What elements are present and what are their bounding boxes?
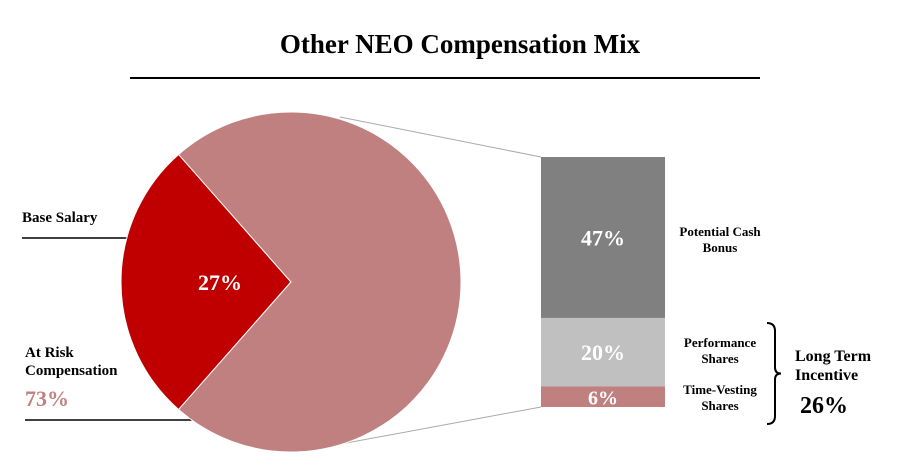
slice-label: At Risk Compensation <box>25 345 118 379</box>
bracket-label: Long Term Incentive <box>795 348 872 385</box>
bracket-value-label: 26% <box>800 393 848 419</box>
connector <box>339 116 542 158</box>
bar-label: Potential Cash Bonus <box>679 224 761 255</box>
slice-value-label: 27% <box>198 270 242 295</box>
bar-value-label: 20% <box>581 340 625 365</box>
slice-label: Base Salary <box>22 210 98 226</box>
bar-segment <box>541 386 665 407</box>
bracket <box>766 321 782 425</box>
bar-value-label: 6% <box>588 388 618 410</box>
bar-segment <box>541 157 665 318</box>
pie-slice <box>120 153 292 411</box>
bar-segment <box>541 317 665 387</box>
bar-label: Time-Vesting Shares <box>683 382 757 413</box>
chart-title: Other NEO Compensation Mix <box>279 29 641 59</box>
connector <box>329 406 542 447</box>
bar-value-label: 47% <box>581 225 625 250</box>
slice-value-label: 73% <box>25 386 69 411</box>
bar-label: Performance Shares <box>683 335 757 366</box>
pie-slice <box>177 111 462 453</box>
